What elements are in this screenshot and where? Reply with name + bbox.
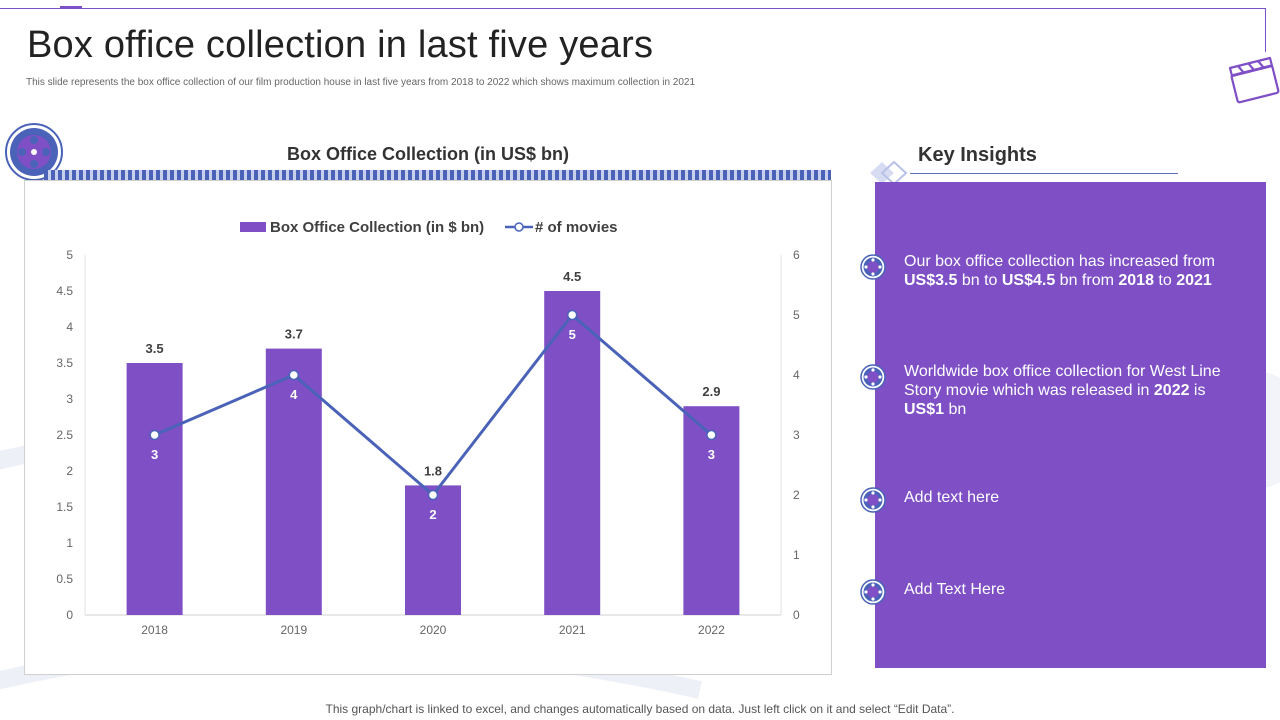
y-tick-label: 3.5: [56, 356, 73, 370]
insights-underline: [910, 173, 1178, 174]
y2-tick-label: 0: [793, 608, 800, 622]
insight-text-segment: Our box office collection has increased …: [904, 253, 1215, 270]
x-tick-label: 2018: [141, 623, 168, 637]
film-reel-bullet-icon: [860, 364, 886, 390]
insight-text: Add text here: [904, 488, 1240, 507]
insight-text-segment: Worldwide box office collection for West…: [904, 363, 1221, 399]
legend-swatch-marker: [514, 222, 524, 232]
movies-data-label: 3: [151, 447, 158, 462]
insights-panel: [875, 182, 1266, 668]
diamond-icon: [870, 160, 908, 186]
bar: [544, 291, 601, 615]
bar-data-label: 3.5: [146, 341, 164, 356]
insight-text-segment: to: [1153, 272, 1177, 289]
film-reel-bullet-icon: [860, 579, 886, 605]
movies-data-label: 5: [569, 327, 576, 342]
legend-label-bar: Box Office Collection (in $ bn): [270, 219, 484, 236]
bar-data-label: 2.9: [702, 384, 720, 399]
bar: [683, 406, 740, 615]
insight-text-segment: 2018: [1118, 272, 1154, 289]
insight-text-segment: US$1: [904, 401, 945, 418]
bar: [405, 485, 461, 615]
y2-tick-label: 1: [793, 548, 800, 562]
legend-label-line: # of movies: [535, 219, 618, 236]
insight-text-segment: is: [1189, 382, 1206, 399]
insights-title: Key Insights: [918, 144, 1037, 166]
movies-point: [149, 429, 160, 441]
movies-point: [288, 369, 300, 381]
movies-point: [566, 309, 578, 321]
y-tick-label: 0.5: [56, 572, 73, 586]
movies-point: [706, 429, 717, 441]
page-title: Box office collection in last five years: [27, 24, 654, 66]
y-tick-label: 1: [66, 536, 73, 550]
bar-data-label: 3.7: [285, 327, 303, 342]
x-tick-label: 2022: [698, 623, 725, 637]
y-tick-label: 2: [66, 464, 73, 478]
y-tick-label: 0: [66, 608, 73, 622]
y-tick-label: 4.5: [56, 284, 73, 298]
x-tick-label: 2019: [280, 623, 307, 637]
y2-tick-label: 6: [793, 248, 800, 262]
chart-area: 0 0.5 1 1.5 2 2.5 3 3.5 4 4.5 5 0 1 2 3 4 5 6 2018 2019 2020…: [24, 180, 832, 675]
y2-tick-label: 5: [793, 308, 800, 322]
y-tick-label: 1.5: [56, 500, 73, 514]
insight-text-segment: 2022: [1153, 382, 1190, 399]
movies-point: [427, 489, 439, 501]
insight-text-segment: Add Text Here: [904, 581, 1006, 598]
legend-swatch-bar: [240, 222, 266, 232]
insight-text: Add Text Here: [904, 580, 1240, 599]
header-right-rule: [1265, 8, 1266, 52]
insight-text-segment: bn to: [957, 272, 1002, 289]
header-accent: [60, 6, 82, 8]
insight-text-segment: bn from: [1055, 272, 1119, 289]
insight-text-segment: Add text here: [904, 489, 1000, 506]
clapperboard-icon: [1228, 56, 1280, 104]
bar: [126, 363, 183, 615]
insight-text-segment: US$3.5: [904, 272, 958, 289]
insight-text-segment: US$4.5: [1001, 272, 1056, 289]
x-tick-label: 2021: [559, 623, 586, 637]
insight-text-segment: 2021: [1176, 272, 1212, 289]
y-tick-label: 4: [66, 320, 73, 334]
insight-text-segment: bn: [944, 401, 967, 418]
bar-data-label: 4.5: [563, 269, 581, 284]
film-reel-bullet-icon: [860, 254, 886, 280]
y2-tick-label: 4: [793, 368, 800, 382]
page-subtitle: This slide represents the box office col…: [26, 77, 696, 88]
insight-text: Our box office collection has increased …: [904, 252, 1240, 290]
film-reel-bullet-icon: [860, 487, 886, 513]
insight-text: Worldwide box office collection for West…: [904, 362, 1240, 419]
y2-tick-label: 2: [793, 488, 800, 502]
chart-title: Box Office Collection (in US$ bn): [286, 144, 569, 164]
movies-data-label: 2: [429, 507, 436, 522]
header-rule: [0, 8, 1266, 9]
y-tick-label: 3: [66, 392, 73, 406]
bar-data-label: 1.8: [424, 463, 442, 478]
movies-data-label: 4: [290, 387, 298, 402]
footer-note: This graph/chart is linked to excel, and…: [325, 702, 955, 716]
film-strip-divider: [44, 170, 831, 181]
x-tick-label: 2020: [420, 623, 447, 637]
y-tick-label: 5: [66, 248, 73, 262]
film-reel-icon: [5, 123, 63, 181]
y2-tick-label: 3: [793, 428, 800, 442]
movies-data-label: 3: [708, 447, 715, 462]
y-tick-label: 2.5: [56, 428, 73, 442]
combo-chart: 0 0.5 1 1.5 2 2.5 3 3.5 4 4.5 5 0 1 2 3 4 5 6 2018 2019 2020…: [56, 219, 800, 637]
